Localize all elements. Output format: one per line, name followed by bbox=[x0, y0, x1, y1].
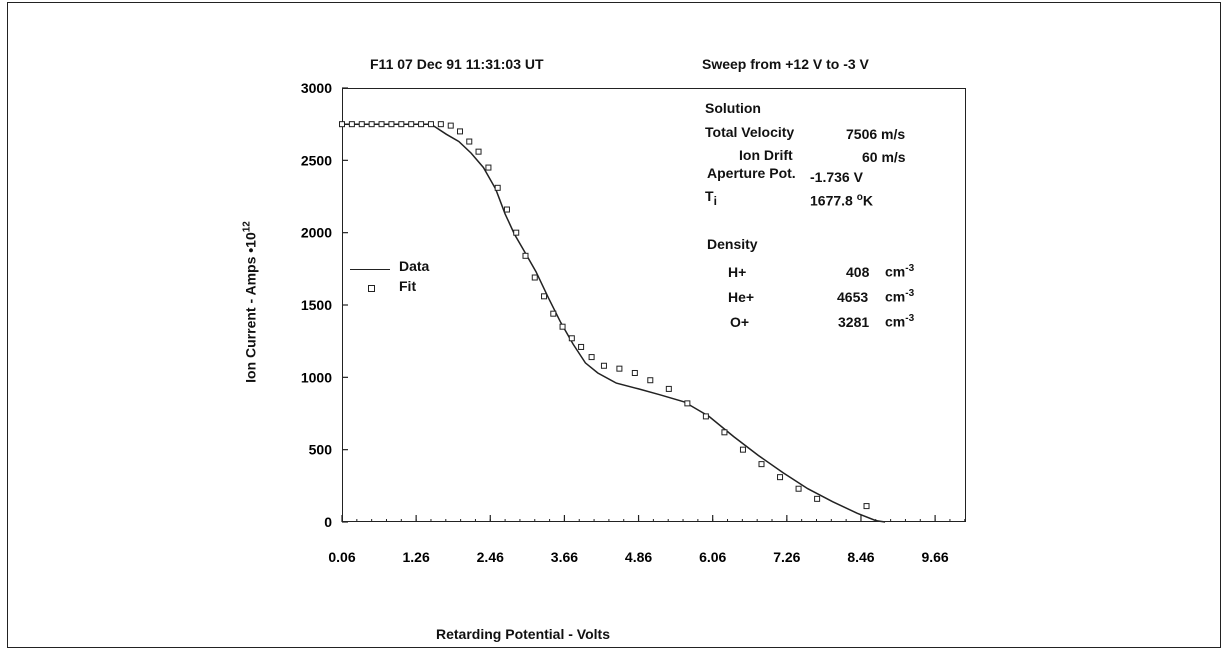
fit-point-12 bbox=[457, 128, 464, 135]
fit-point-18 bbox=[513, 229, 520, 236]
x-tick-label-8: 9.66 bbox=[921, 549, 948, 565]
fit-point-20 bbox=[531, 274, 538, 281]
aperture-pot-label: Aperture Pot. bbox=[707, 165, 796, 181]
y-tick-label-3: 1500 bbox=[301, 297, 332, 313]
x-tick-label-7: 8.46 bbox=[847, 549, 874, 565]
x-tick-label-4: 4.86 bbox=[625, 549, 652, 565]
figure-frame bbox=[7, 2, 1221, 648]
fit-point-33 bbox=[702, 413, 709, 420]
species-he-label: He+ bbox=[728, 289, 755, 305]
fit-point-8 bbox=[418, 121, 425, 128]
species-o-label: O+ bbox=[730, 314, 750, 330]
legend-data-label: Data bbox=[399, 258, 430, 274]
series-fit-markers bbox=[339, 121, 870, 510]
fit-point-26 bbox=[588, 354, 595, 361]
degree-symbol: o bbox=[856, 192, 863, 203]
y-tick-label-6: 3000 bbox=[301, 80, 332, 96]
fit-point-32 bbox=[684, 400, 691, 407]
x-tick-label-0: 0.06 bbox=[328, 549, 355, 565]
x-tick-label-6: 7.26 bbox=[773, 549, 800, 565]
fit-point-15 bbox=[485, 164, 492, 171]
fit-point-17 bbox=[503, 206, 510, 213]
x-tick-label-1: 1.26 bbox=[403, 549, 430, 565]
fit-point-10 bbox=[437, 121, 444, 128]
species-h-unit: cm-3 bbox=[885, 263, 915, 280]
species-o-value: 3281 bbox=[838, 314, 870, 330]
fit-point-23 bbox=[559, 323, 566, 330]
ion-temperature-subscript: i bbox=[713, 193, 717, 208]
y-tick-labels: 0 500 1000 1500 2000 2500 3000 bbox=[301, 80, 332, 530]
fit-point-25 bbox=[578, 343, 585, 350]
fit-point-28 bbox=[616, 365, 623, 372]
total-velocity-label: Total Velocity bbox=[705, 124, 795, 140]
header-sweep: Sweep from +12 V to -3 V bbox=[702, 56, 869, 72]
fit-point-19 bbox=[522, 252, 529, 259]
legend-marker-swatch bbox=[368, 285, 375, 292]
x-tick-label-2: 2.46 bbox=[477, 549, 504, 565]
y-tick-label-4: 2000 bbox=[301, 225, 332, 241]
fit-point-13 bbox=[466, 138, 473, 145]
x-tick-label-3: 3.66 bbox=[551, 549, 578, 565]
y-tick-label-2: 1000 bbox=[301, 369, 332, 385]
fit-point-4 bbox=[378, 121, 385, 128]
ion-drift-value: 60 m/s bbox=[862, 149, 906, 165]
species-he-unit: cm-3 bbox=[885, 288, 915, 305]
legend-fit-label: Fit bbox=[399, 278, 417, 294]
fit-point-36 bbox=[758, 461, 765, 468]
fit-point-27 bbox=[600, 362, 607, 369]
fit-point-3 bbox=[368, 121, 375, 128]
fit-point-24 bbox=[568, 335, 575, 342]
y-tick-label-1: 500 bbox=[309, 442, 333, 458]
fit-point-30 bbox=[647, 377, 654, 384]
species-o-unit: cm-3 bbox=[885, 313, 915, 330]
fit-point-9 bbox=[427, 121, 434, 128]
fit-point-7 bbox=[408, 121, 415, 128]
ion-temperature-value: 1677.8 oK bbox=[810, 192, 873, 209]
ion-temperature-label: Ti bbox=[705, 188, 717, 208]
y-axis-label: Ion Current - Amps •1012 bbox=[241, 221, 259, 383]
fit-point-37 bbox=[777, 474, 784, 481]
fit-point-11 bbox=[447, 122, 454, 129]
fit-point-21 bbox=[541, 293, 548, 300]
x-axis-label: Retarding Potential - Volts bbox=[436, 626, 610, 642]
species-h-value: 408 bbox=[846, 264, 870, 280]
y-tick-label-0: 0 bbox=[324, 514, 332, 530]
ion-drift-label: Ion Drift bbox=[739, 147, 793, 163]
ticks-group bbox=[341, 87, 966, 523]
solution-title: Solution bbox=[705, 100, 761, 116]
fit-point-2 bbox=[358, 121, 365, 128]
fit-point-35 bbox=[739, 446, 746, 453]
fit-point-14 bbox=[475, 148, 482, 155]
fit-point-22 bbox=[550, 310, 557, 317]
fit-point-16 bbox=[494, 184, 501, 191]
density-title: Density bbox=[707, 236, 758, 252]
species-he-value: 4653 bbox=[837, 289, 869, 305]
aperture-pot-value: -1.736 V bbox=[810, 169, 863, 185]
x-tick-label-5: 6.06 bbox=[699, 549, 726, 565]
fit-point-34 bbox=[721, 429, 728, 436]
species-h-label: H+ bbox=[728, 264, 747, 280]
y-axis-label-exponent: 12 bbox=[241, 221, 253, 233]
fit-point-6 bbox=[398, 121, 405, 128]
fit-point-40 bbox=[863, 503, 870, 510]
legend-line-swatch bbox=[350, 269, 390, 270]
fit-point-5 bbox=[388, 121, 395, 128]
header-timestamp: F11 07 Dec 91 11:31:03 UT bbox=[370, 56, 544, 72]
x-tick-labels: 0.06 1.26 2.46 3.66 4.86 6.06 7.26 8.46 9.66 bbox=[328, 549, 949, 565]
fit-point-31 bbox=[665, 385, 672, 392]
total-velocity-value: 7506 m/s bbox=[846, 126, 906, 142]
fit-point-29 bbox=[631, 369, 638, 376]
fit-point-39 bbox=[814, 495, 821, 502]
fit-point-1 bbox=[348, 121, 355, 128]
fit-point-38 bbox=[795, 485, 802, 492]
series-data-line bbox=[342, 123, 886, 523]
fit-point-0 bbox=[339, 121, 345, 128]
y-tick-label-5: 2500 bbox=[301, 152, 332, 168]
